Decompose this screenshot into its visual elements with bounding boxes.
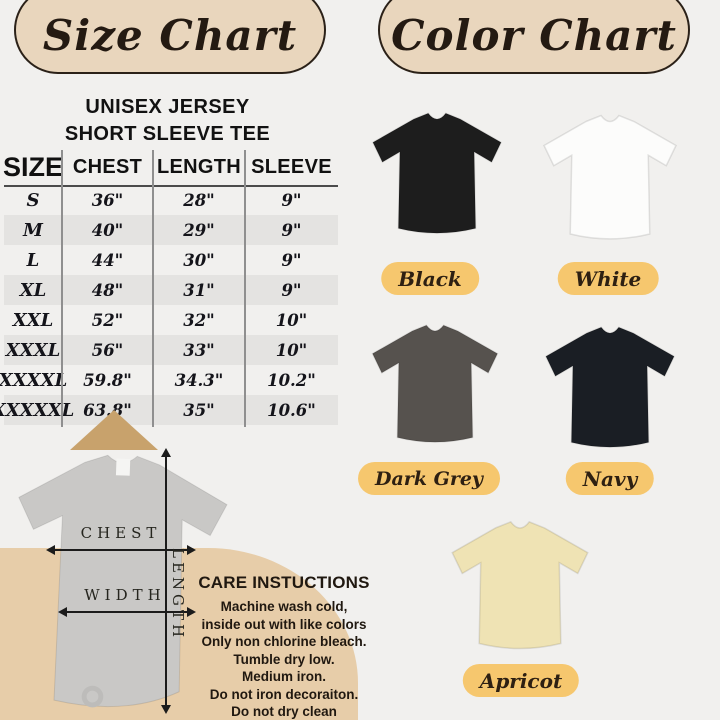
care-line: Machine wash cold, <box>220 599 348 614</box>
cell-length: 28" <box>183 190 215 210</box>
cell-chest: 63.8" <box>83 400 132 420</box>
tee-image-dark-grey <box>364 318 506 449</box>
size-table: SIZE CHEST LENGTH SLEEVE S 36" 28" 9" M … <box>0 150 338 427</box>
color-badge-black: Black <box>381 262 479 295</box>
cell-chest: 56" <box>91 340 124 360</box>
tee-image-apricot <box>443 514 597 656</box>
color-label: Dark Grey <box>375 467 483 490</box>
table-row: XXXXL 59.8" 34.3" 10.2" <box>0 365 338 395</box>
cell-size: S <box>26 189 40 211</box>
cell-sleeve: 10.2" <box>267 370 316 390</box>
column-header-size: SIZE <box>3 152 64 182</box>
column-header-sleeve: SLEEVE <box>251 156 332 178</box>
cell-length: 30" <box>183 250 215 270</box>
cell-size: XXXL <box>5 339 61 361</box>
cell-sleeve: 9" <box>281 190 302 210</box>
width-measure-label: WIDTH <box>84 586 166 604</box>
care-line: Tumble dry low. <box>233 651 335 667</box>
tee-image-navy <box>537 320 683 454</box>
measurement-tshirt-image <box>18 454 228 708</box>
table-divider <box>61 150 63 427</box>
product-heading-line1: UNISEX JERSEY <box>85 96 250 118</box>
cell-chest: 36" <box>91 190 124 210</box>
length-measure-label: LENGTH <box>169 548 187 642</box>
size-chart-title: Size Chart <box>42 10 298 60</box>
color-label: Black <box>398 266 462 291</box>
table-divider <box>244 150 246 427</box>
table-row: XL 48" 31" 9" <box>4 275 338 305</box>
cell-length: 35" <box>183 400 215 420</box>
chest-measure-arrow <box>46 545 196 555</box>
product-heading-line2: SHORT SLEEVE TEE <box>64 123 271 145</box>
cell-size: XXL <box>12 309 54 331</box>
product-heading: UNISEX JERSEY SHORT SLEEVE TEE <box>0 94 340 148</box>
column-header-chest: CHEST <box>72 156 143 178</box>
size-table-header-row: SIZE CHEST LENGTH SLEEVE <box>3 150 338 185</box>
cell-chest: 59.8" <box>83 370 132 390</box>
cell-chest: 48" <box>91 280 124 300</box>
table-row: XXL 52" 32" 10" <box>4 305 338 335</box>
cell-chest: 44" <box>91 250 124 270</box>
size-chart-title-pill: Size Chart <box>14 0 326 74</box>
table-divider <box>152 150 154 427</box>
color-badge-apricot: Apricot <box>462 664 580 697</box>
color-badge-dark-grey: Dark Grey <box>358 462 500 495</box>
cell-sleeve: 10" <box>275 340 308 360</box>
care-instructions-heading: CARE INSTUCTIONS <box>198 573 370 592</box>
cell-size: XXXXXL <box>0 399 75 421</box>
cell-chest: 40" <box>91 220 124 240</box>
cell-length: 32" <box>183 310 215 330</box>
color-label: Navy <box>582 466 638 491</box>
color-label: White <box>574 266 642 291</box>
care-line: Only non chlorine bleach. <box>201 634 367 649</box>
cell-sleeve: 10" <box>275 310 308 330</box>
care-instructions: CARE INSTUCTIONS Machine wash cold, insi… <box>198 573 370 720</box>
cell-length: 31" <box>183 280 215 300</box>
color-badge-white: White <box>557 262 659 295</box>
cell-sleeve: 9" <box>281 250 302 270</box>
color-badge-navy: Navy <box>565 462 655 495</box>
cell-sleeve: 10.6" <box>267 400 316 420</box>
color-label: Apricot <box>479 668 563 693</box>
cell-size: L <box>26 249 40 271</box>
table-row: XXXL 56" 33" 10" <box>4 335 338 365</box>
table-row: S 36" 28" 9" <box>4 185 338 215</box>
care-line: Medium iron. <box>242 669 326 684</box>
cell-sleeve: 9" <box>281 220 302 240</box>
color-chart-title: Color Chart <box>391 10 677 60</box>
cell-sleeve: 9" <box>281 280 302 300</box>
care-line: Do not dry clean <box>231 704 337 719</box>
width-measure-arrow <box>58 607 196 617</box>
neck-tag <box>115 458 131 476</box>
length-measure-arrow <box>161 448 171 714</box>
table-row: XXXXXL 63.8" 35" 10.6" <box>0 395 338 425</box>
cell-length: 29" <box>183 220 215 240</box>
header-underline <box>4 185 338 187</box>
table-row: L 44" 30" 9" <box>4 245 338 275</box>
color-chart-title-pill: Color Chart <box>378 0 690 74</box>
table-row: M 40" 29" 9" <box>4 215 338 245</box>
care-line: inside out with like colors <box>201 616 367 632</box>
cell-size: M <box>23 219 43 241</box>
tee-image-white <box>535 108 685 246</box>
cell-size: XXXXL <box>0 369 68 391</box>
cell-chest: 52" <box>91 310 124 330</box>
tee-image-black <box>364 106 510 240</box>
cell-size: XL <box>19 279 47 301</box>
chest-measure-label: CHEST <box>80 524 162 542</box>
column-header-length: LENGTH <box>156 156 242 178</box>
cell-length: 33" <box>183 340 215 360</box>
care-line: Do not iron decoraiton. <box>209 686 359 702</box>
cell-length: 34.3" <box>174 370 224 390</box>
